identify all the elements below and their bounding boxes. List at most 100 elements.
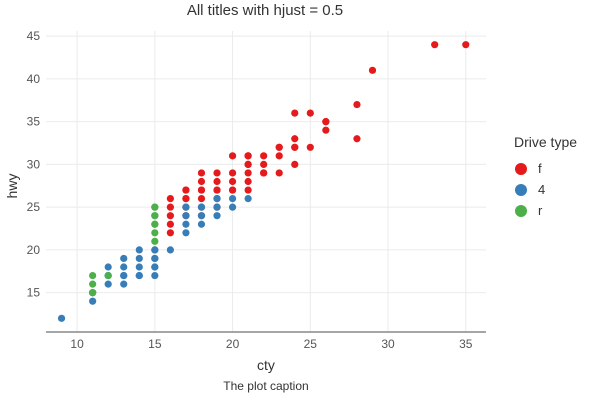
scatter-point-f	[166, 203, 174, 211]
scatter-point-4	[182, 229, 190, 237]
scatter-point-f	[228, 186, 237, 194]
x-axis-label: cty	[257, 357, 275, 373]
scatter-point-f	[260, 169, 268, 177]
scatter-point-4	[244, 195, 252, 203]
y-tick-label: 20	[27, 243, 41, 257]
scatter-point-f	[275, 152, 283, 160]
scatter-point-4	[89, 297, 97, 305]
scatter-point-4	[120, 263, 128, 271]
scatter-point-f	[182, 186, 190, 194]
scatter-point-4	[104, 280, 112, 288]
scatter-point-r	[151, 237, 159, 245]
scatter-point-f	[291, 135, 299, 143]
scatter-point-r	[151, 220, 159, 228]
scatter-point-f	[197, 186, 206, 194]
scatter-point-4	[197, 212, 206, 220]
legend-swatch	[515, 183, 527, 196]
y-tick-label: 30	[27, 157, 41, 171]
x-tick-label: 30	[381, 337, 395, 351]
scatter-point-4	[228, 203, 237, 211]
scatter-point-f	[291, 160, 299, 168]
scatter-point-4	[135, 246, 143, 254]
legend-item: r	[514, 200, 598, 221]
scatter-point-4	[213, 203, 221, 211]
scatter-point-4	[197, 203, 206, 211]
scatter-point-f	[260, 152, 268, 160]
y-tick-label: 15	[27, 286, 41, 300]
y-tick-label: 35	[27, 115, 41, 129]
scatter-point-4	[120, 280, 128, 288]
legend-title: Drive type	[514, 134, 578, 150]
scatter-point-4	[182, 203, 190, 211]
scatter-point-4	[182, 212, 190, 220]
legend-label: 4	[538, 182, 546, 197]
scatter-point-f	[306, 143, 314, 151]
scatter-point-4	[228, 195, 237, 203]
x-tick-label: 20	[226, 337, 240, 351]
x-tick-label: 25	[304, 337, 318, 351]
y-tick-label: 45	[27, 29, 41, 43]
x-tick-label: 15	[148, 337, 162, 351]
scatter-point-f	[182, 195, 190, 203]
scatter-point-f	[291, 109, 299, 117]
scatter-point-4	[57, 314, 66, 322]
legend-item: 4	[514, 179, 598, 200]
scatter-point-f	[462, 41, 470, 49]
scatter-point-f	[228, 177, 237, 186]
scatter-point-f	[228, 152, 237, 160]
scatter-point-f	[322, 126, 330, 134]
scatter-point-4	[151, 263, 159, 271]
scatter-point-4	[135, 263, 143, 271]
legend-item: f	[514, 158, 598, 179]
scatter-point-f	[166, 195, 174, 203]
scatter-point-f	[260, 160, 268, 168]
scatter-point-f	[244, 160, 252, 168]
scatter-point-4	[151, 254, 159, 263]
legend-label: f	[538, 161, 542, 176]
scatter-point-f	[353, 100, 361, 109]
scatter-point-f	[368, 66, 377, 74]
legend-label: r	[538, 203, 543, 218]
scatter-point-f	[197, 195, 206, 203]
scatter-point-f	[353, 135, 361, 143]
scatter-point-r	[151, 212, 159, 220]
scatter-point-f	[197, 169, 206, 177]
chart-title: All titles with hjust = 0.5	[186, 2, 344, 19]
scatter-point-f	[275, 143, 283, 151]
y-tick-label: 25	[27, 200, 41, 214]
scatter-point-4	[151, 246, 159, 254]
scatter-point-r	[151, 229, 159, 237]
scatter-point-4	[197, 220, 206, 228]
scatter-point-f	[166, 220, 174, 228]
scatter-point-f	[275, 169, 283, 177]
x-tick-label: 10	[70, 337, 84, 351]
scatter-point-4	[135, 271, 143, 280]
x-tick-label: 35	[459, 337, 473, 351]
scatter-point-f	[213, 169, 221, 177]
scatter-point-4	[120, 271, 128, 280]
scatter-point-4	[213, 212, 221, 220]
scatter-point-f	[228, 169, 237, 177]
scatter-point-r	[89, 289, 97, 297]
scatter-point-f	[244, 152, 252, 160]
y-axis-label: hwy	[4, 173, 20, 199]
scatter-point-f	[213, 177, 221, 186]
scatter-point-4	[166, 246, 174, 254]
scatter-point-f	[431, 41, 439, 49]
scatter-point-r	[151, 203, 159, 211]
scatter-point-f	[322, 118, 330, 126]
scatter-point-f	[197, 177, 206, 186]
scatter-point-4	[135, 254, 143, 263]
scatter-point-4	[182, 220, 190, 228]
scatter-point-4	[151, 271, 159, 280]
scatter-point-r	[104, 271, 112, 280]
scatter-point-r	[89, 271, 97, 280]
scatter-point-f	[291, 143, 299, 151]
y-tick-label: 40	[27, 72, 41, 86]
scatter-point-4	[120, 254, 128, 263]
scatter-point-f	[306, 109, 314, 117]
scatter-point-f	[244, 186, 252, 194]
scatter-point-f	[244, 169, 252, 177]
